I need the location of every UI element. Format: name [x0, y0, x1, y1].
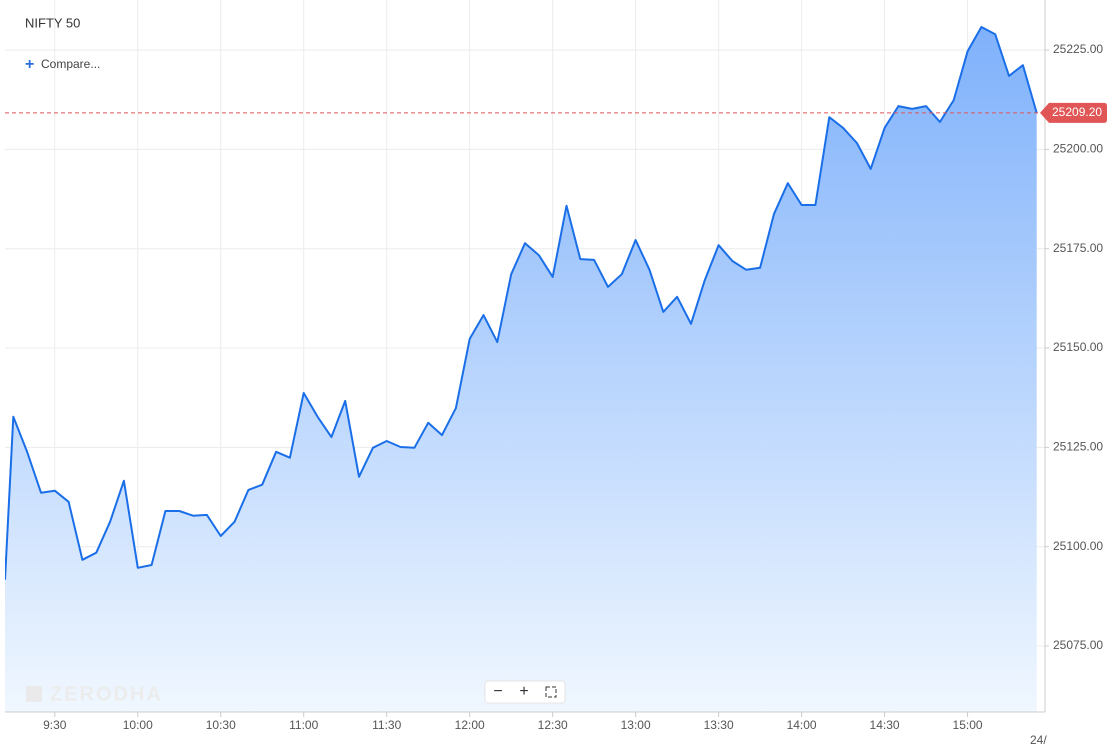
watermark-text: ZERODHA [50, 683, 163, 705]
date-label: 24/ [1030, 733, 1047, 747]
x-tick-label: 15:00 [953, 718, 983, 732]
zoom-controls: − + [484, 680, 566, 704]
y-tick-label: 25075.00 [1053, 638, 1103, 652]
x-tick-label: 12:00 [455, 718, 485, 732]
x-tick-label: 11:00 [289, 718, 318, 732]
zoom-out[interactable]: − [493, 683, 502, 700]
last-price-label: 25209.20 [1052, 105, 1102, 119]
price-line [5, 26, 1038, 580]
compare-button[interactable]: Compare... [41, 57, 100, 71]
x-tick-label: 10:30 [206, 718, 236, 732]
x-tick-label: 13:30 [704, 718, 734, 732]
y-tick-label: 25100.00 [1053, 539, 1103, 553]
x-tick-label: 9:30 [43, 718, 67, 732]
zoom-in[interactable]: + [519, 683, 528, 700]
y-tick-label: 25200.00 [1053, 142, 1103, 156]
chart-title: NIFTY 50 [25, 15, 80, 30]
x-tick-label: 10:00 [123, 718, 153, 732]
y-tick-label: 25225.00 [1053, 42, 1103, 56]
x-tick-label: 13:00 [621, 718, 651, 732]
fullscreen[interactable] [545, 686, 557, 698]
x-tick-label: 14:00 [787, 718, 817, 732]
last-price-tag [1040, 102, 1107, 123]
x-tick-label: 12:30 [538, 718, 568, 732]
compare-icon[interactable]: + [25, 56, 34, 73]
watermark: ZERODHA [26, 683, 163, 705]
y-tick-label: 25150.00 [1053, 340, 1103, 354]
x-tick-label: 11:30 [372, 718, 401, 732]
y-tick-label: 25125.00 [1053, 440, 1103, 454]
area-fill [5, 27, 1037, 712]
x-tick-label: 14:30 [870, 718, 900, 732]
y-tick-label: 25175.00 [1053, 241, 1103, 255]
